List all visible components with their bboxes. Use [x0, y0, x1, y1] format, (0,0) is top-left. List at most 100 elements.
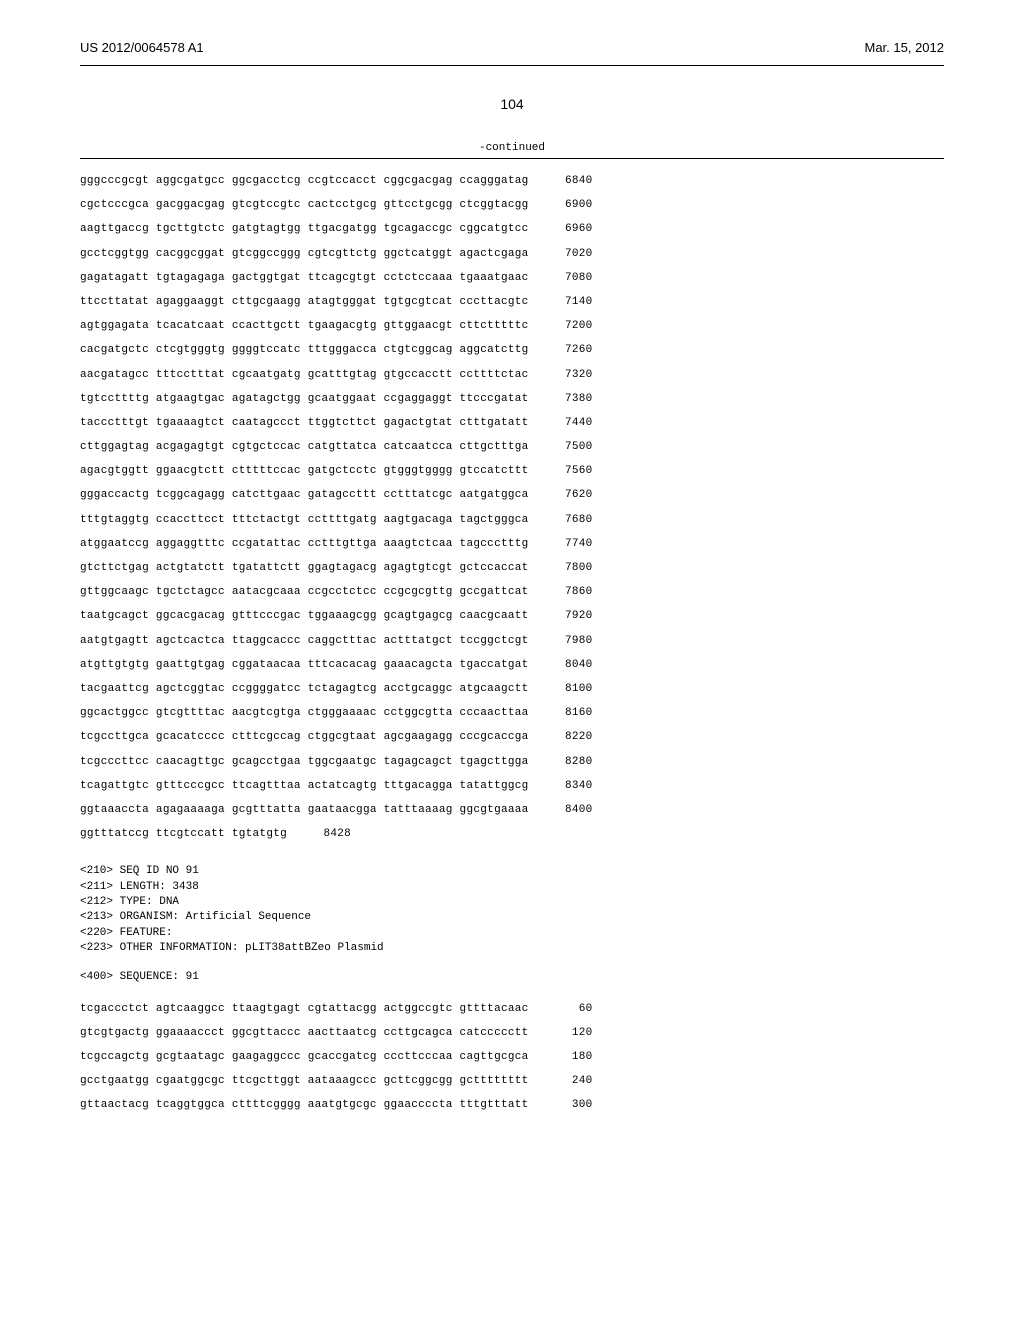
- sequence-block-2: tcgaccctct agtcaaggcc ttaagtgagt cgtatta…: [80, 997, 944, 1118]
- sequence-text: ggtttatccg ttcgtccatt tgtatgtg: [80, 822, 287, 846]
- sequence-position: 7980: [553, 629, 593, 653]
- sequence-position: 6960: [553, 217, 593, 241]
- sequence-text: tcgcccttcc caacagttgc gcagcctgaa tggcgaa…: [80, 750, 529, 774]
- sequence-line: tcgcccttcc caacagttgc gcagcctgaa tggcgaa…: [80, 750, 944, 774]
- sequence-line: gagatagatt tgtagagaga gactggtgat ttcagcg…: [80, 266, 944, 290]
- sequence-text: aatgtgagtt agctcactca ttaggcaccc caggctt…: [80, 629, 529, 653]
- sequence-position: 7860: [553, 580, 593, 604]
- sequence-line: ttccttatat agaggaaggt cttgcgaagg atagtgg…: [80, 290, 944, 314]
- sequence-text: gggcccgcgt aggcgatgcc ggcgacctcg ccgtcca…: [80, 169, 529, 193]
- sequence-top-divider: [80, 158, 944, 159]
- sequence-text: gcctcggtgg cacggcggat gtcggccggg cgtcgtt…: [80, 242, 529, 266]
- sequence-position: 60: [553, 997, 593, 1021]
- sequence-line: gcctgaatgg cgaatggcgc ttcgcttggt aataaag…: [80, 1069, 944, 1093]
- sequence-text: cttggagtag acgagagtgt cgtgctccac catgtta…: [80, 435, 529, 459]
- sequence-text: gggaccactg tcggcagagg catcttgaac gatagcc…: [80, 483, 529, 507]
- sequence-line: agtggagata tcacatcaat ccacttgctt tgaagac…: [80, 314, 944, 338]
- sequence-text: atggaatccg aggaggtttc ccgatattac cctttgt…: [80, 532, 529, 556]
- sequence-position: 180: [553, 1045, 593, 1069]
- sequence-line: tgtccttttg atgaagtgac agatagctgg gcaatgg…: [80, 387, 944, 411]
- sequence-text: gcctgaatgg cgaatggcgc ttcgcttggt aataaag…: [80, 1069, 529, 1093]
- sequence-position: 240: [553, 1069, 593, 1093]
- sequence-metadata: <210> SEQ ID NO 91 <211> LENGTH: 3438 <2…: [80, 864, 944, 956]
- continued-label: -continued: [80, 142, 944, 154]
- sequence-text: aagttgaccg tgcttgtctc gatgtagtgg ttgacga…: [80, 217, 529, 241]
- sequence-line: atggaatccg aggaggtttc ccgatattac cctttgt…: [80, 532, 944, 556]
- seq-length: <211> LENGTH: 3438: [80, 880, 944, 895]
- sequence-text: aacgatagcc tttcctttat cgcaatgatg gcatttg…: [80, 363, 529, 387]
- sequence-position: 7320: [553, 363, 593, 387]
- header-divider: [80, 65, 944, 66]
- sequence-line: tttgtaggtg ccaccttcct tttctactgt ccttttg…: [80, 508, 944, 532]
- sequence-line: taatgcagct ggcacgacag gtttcccgac tggaaag…: [80, 604, 944, 628]
- sequence-text: cacgatgctc ctcgtgggtg ggggtccatc tttggga…: [80, 338, 529, 362]
- sequence-line: gcctcggtgg cacggcggat gtcggccggg cgtcgtt…: [80, 242, 944, 266]
- sequence-line: ggtaaaccta agagaaaaga gcgtttatta gaataac…: [80, 798, 944, 822]
- sequence-position: 8280: [553, 750, 593, 774]
- sequence-line: aatgtgagtt agctcactca ttaggcaccc caggctt…: [80, 629, 944, 653]
- sequence-text: taatgcagct ggcacgacag gtttcccgac tggaaag…: [80, 604, 529, 628]
- sequence-position: 300: [553, 1093, 593, 1117]
- sequence-line: ggtttatccg ttcgtccatt tgtatgtg 8428: [80, 822, 944, 846]
- sequence-text: tgtccttttg atgaagtgac agatagctgg gcaatgg…: [80, 387, 529, 411]
- sequence-position: 7500: [553, 435, 593, 459]
- sequence-line: gtcttctgag actgtatctt tgatattctt ggagtag…: [80, 556, 944, 580]
- sequence-line: aacgatagcc tttcctttat cgcaatgatg gcatttg…: [80, 363, 944, 387]
- seq-id: <210> SEQ ID NO 91: [80, 864, 944, 879]
- sequence-position: 8220: [553, 725, 593, 749]
- sequence-line: gggaccactg tcggcagagg catcttgaac gatagcc…: [80, 483, 944, 507]
- sequence-position: 7260: [553, 338, 593, 362]
- sequence-text: tcgccagctg gcgtaatagc gaagaggccc gcaccga…: [80, 1045, 529, 1069]
- sequence-position: 7680: [553, 508, 593, 532]
- sequence-position: 8160: [553, 701, 593, 725]
- sequence-position: 7440: [553, 411, 593, 435]
- sequence-line: tcagattgtc gtttcccgcc ttcagtttaa actatca…: [80, 774, 944, 798]
- sequence-position: 8040: [553, 653, 593, 677]
- sequence-line: gggcccgcgt aggcgatgcc ggcgacctcg ccgtcca…: [80, 169, 944, 193]
- sequence-position: 7740: [553, 532, 593, 556]
- sequence-position: 6840: [553, 169, 593, 193]
- sequence-line: tcgccagctg gcgtaatagc gaagaggccc gcaccga…: [80, 1045, 944, 1069]
- sequence-position: 8100: [553, 677, 593, 701]
- sequence-text: agtggagata tcacatcaat ccacttgctt tgaagac…: [80, 314, 529, 338]
- sequence-label: <400> SEQUENCE: 91: [80, 971, 944, 983]
- seq-organism: <213> ORGANISM: Artificial Sequence: [80, 910, 944, 925]
- publication-date: Mar. 15, 2012: [865, 40, 945, 55]
- sequence-line: cttggagtag acgagagtgt cgtgctccac catgtta…: [80, 435, 944, 459]
- sequence-block-1: gggcccgcgt aggcgatgcc ggcgacctcg ccgtcca…: [80, 169, 944, 846]
- sequence-text: gttggcaagc tgctctagcc aatacgcaaa ccgcctc…: [80, 580, 529, 604]
- sequence-text: cgctcccgca gacggacgag gtcgtccgtc cactcct…: [80, 193, 529, 217]
- sequence-text: gtcttctgag actgtatctt tgatattctt ggagtag…: [80, 556, 529, 580]
- sequence-line: tacgaattcg agctcggtac ccggggatcc tctagag…: [80, 677, 944, 701]
- sequence-text: ggtaaaccta agagaaaaga gcgtttatta gaataac…: [80, 798, 529, 822]
- sequence-position: 8340: [553, 774, 593, 798]
- publication-number: US 2012/0064578 A1: [80, 40, 204, 55]
- sequence-position: 120: [553, 1021, 593, 1045]
- sequence-text: gagatagatt tgtagagaga gactggtgat ttcagcg…: [80, 266, 529, 290]
- sequence-position: 8428: [311, 822, 351, 846]
- sequence-position: 7020: [553, 242, 593, 266]
- sequence-text: tcgccttgca gcacatcccc ctttcgccag ctggcgt…: [80, 725, 529, 749]
- sequence-text: tacgaattcg agctcggtac ccggggatcc tctagag…: [80, 677, 529, 701]
- sequence-line: tcgccttgca gcacatcccc ctttcgccag ctggcgt…: [80, 725, 944, 749]
- seq-type: <212> TYPE: DNA: [80, 895, 944, 910]
- sequence-text: taccctttgt tgaaaagtct caatagccct ttggtct…: [80, 411, 529, 435]
- sequence-position: 8400: [553, 798, 593, 822]
- sequence-position: 7140: [553, 290, 593, 314]
- sequence-line: atgttgtgtg gaattgtgag cggataacaa tttcaca…: [80, 653, 944, 677]
- sequence-line: aagttgaccg tgcttgtctc gatgtagtgg ttgacga…: [80, 217, 944, 241]
- sequence-position: 7620: [553, 483, 593, 507]
- seq-feature: <220> FEATURE:: [80, 926, 944, 941]
- sequence-position: 7560: [553, 459, 593, 483]
- page-number: 104: [80, 96, 944, 112]
- sequence-line: cgctcccgca gacggacgag gtcgtccgtc cactcct…: [80, 193, 944, 217]
- sequence-line: ggcactggcc gtcgttttac aacgtcgtga ctgggaa…: [80, 701, 944, 725]
- sequence-line: cacgatgctc ctcgtgggtg ggggtccatc tttggga…: [80, 338, 944, 362]
- sequence-line: agacgtggtt ggaacgtctt ctttttccac gatgctc…: [80, 459, 944, 483]
- sequence-position: 7380: [553, 387, 593, 411]
- sequence-text: tttgtaggtg ccaccttcct tttctactgt ccttttg…: [80, 508, 529, 532]
- sequence-position: 7920: [553, 604, 593, 628]
- sequence-text: gtcgtgactg ggaaaaccct ggcgttaccc aacttaa…: [80, 1021, 529, 1045]
- sequence-text: ggcactggcc gtcgttttac aacgtcgtga ctgggaa…: [80, 701, 529, 725]
- sequence-line: taccctttgt tgaaaagtct caatagccct ttggtct…: [80, 411, 944, 435]
